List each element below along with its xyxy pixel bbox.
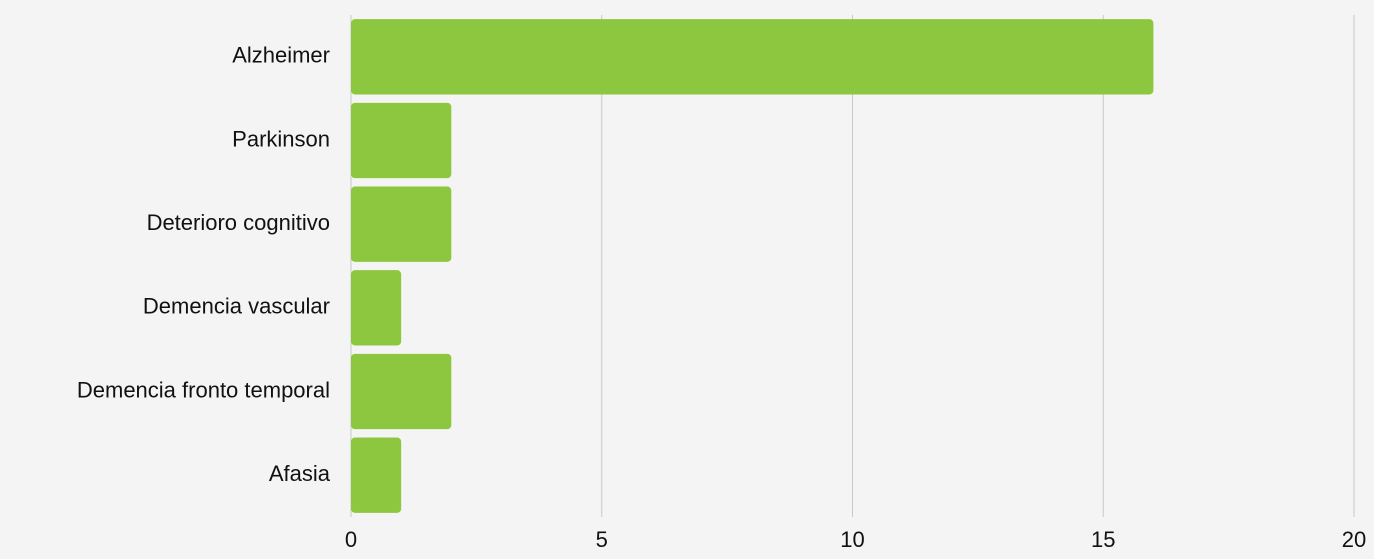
y-tick-label: Demencia fronto temporal (77, 377, 330, 402)
bar (351, 186, 452, 262)
y-tick-label: Parkinson (232, 126, 330, 151)
bar (351, 353, 452, 430)
x-tick-label: 10 (840, 527, 864, 552)
bar (351, 102, 452, 179)
bar (351, 437, 402, 513)
x-tick-label: 15 (1091, 527, 1115, 552)
bar (351, 270, 402, 346)
x-tick-label: 0 (345, 527, 357, 552)
x-tick-label: 20 (1342, 527, 1366, 552)
y-tick-label: Afasia (269, 461, 331, 486)
y-tick-label: Alzheimer (232, 43, 330, 68)
x-tick-label: 5 (596, 527, 608, 552)
y-tick-label: Deterioro cognitivo (147, 210, 330, 235)
bar (351, 19, 1154, 95)
y-tick-label: Demencia vascular (143, 294, 330, 319)
